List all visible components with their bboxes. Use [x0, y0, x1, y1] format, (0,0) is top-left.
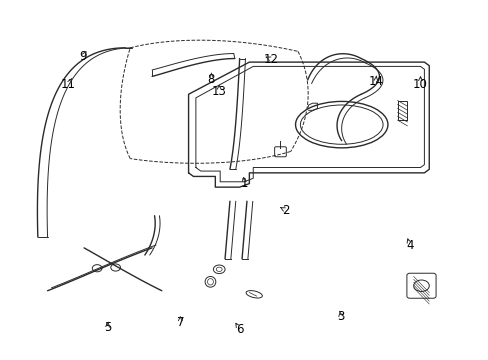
Text: 12: 12	[263, 53, 278, 66]
Text: 6: 6	[235, 323, 243, 336]
Text: 4: 4	[405, 239, 413, 252]
Text: 8: 8	[207, 73, 215, 86]
Text: 5: 5	[103, 321, 111, 334]
Text: 1: 1	[240, 177, 248, 190]
Text: 11: 11	[61, 78, 76, 91]
Text: 9: 9	[79, 50, 87, 63]
Text: 3: 3	[336, 310, 344, 323]
Bar	[397, 100, 407, 120]
Text: 13: 13	[211, 85, 226, 98]
Text: 14: 14	[367, 75, 383, 88]
Text: 2: 2	[282, 204, 289, 217]
Text: 7: 7	[176, 316, 183, 329]
Text: 10: 10	[412, 78, 427, 91]
